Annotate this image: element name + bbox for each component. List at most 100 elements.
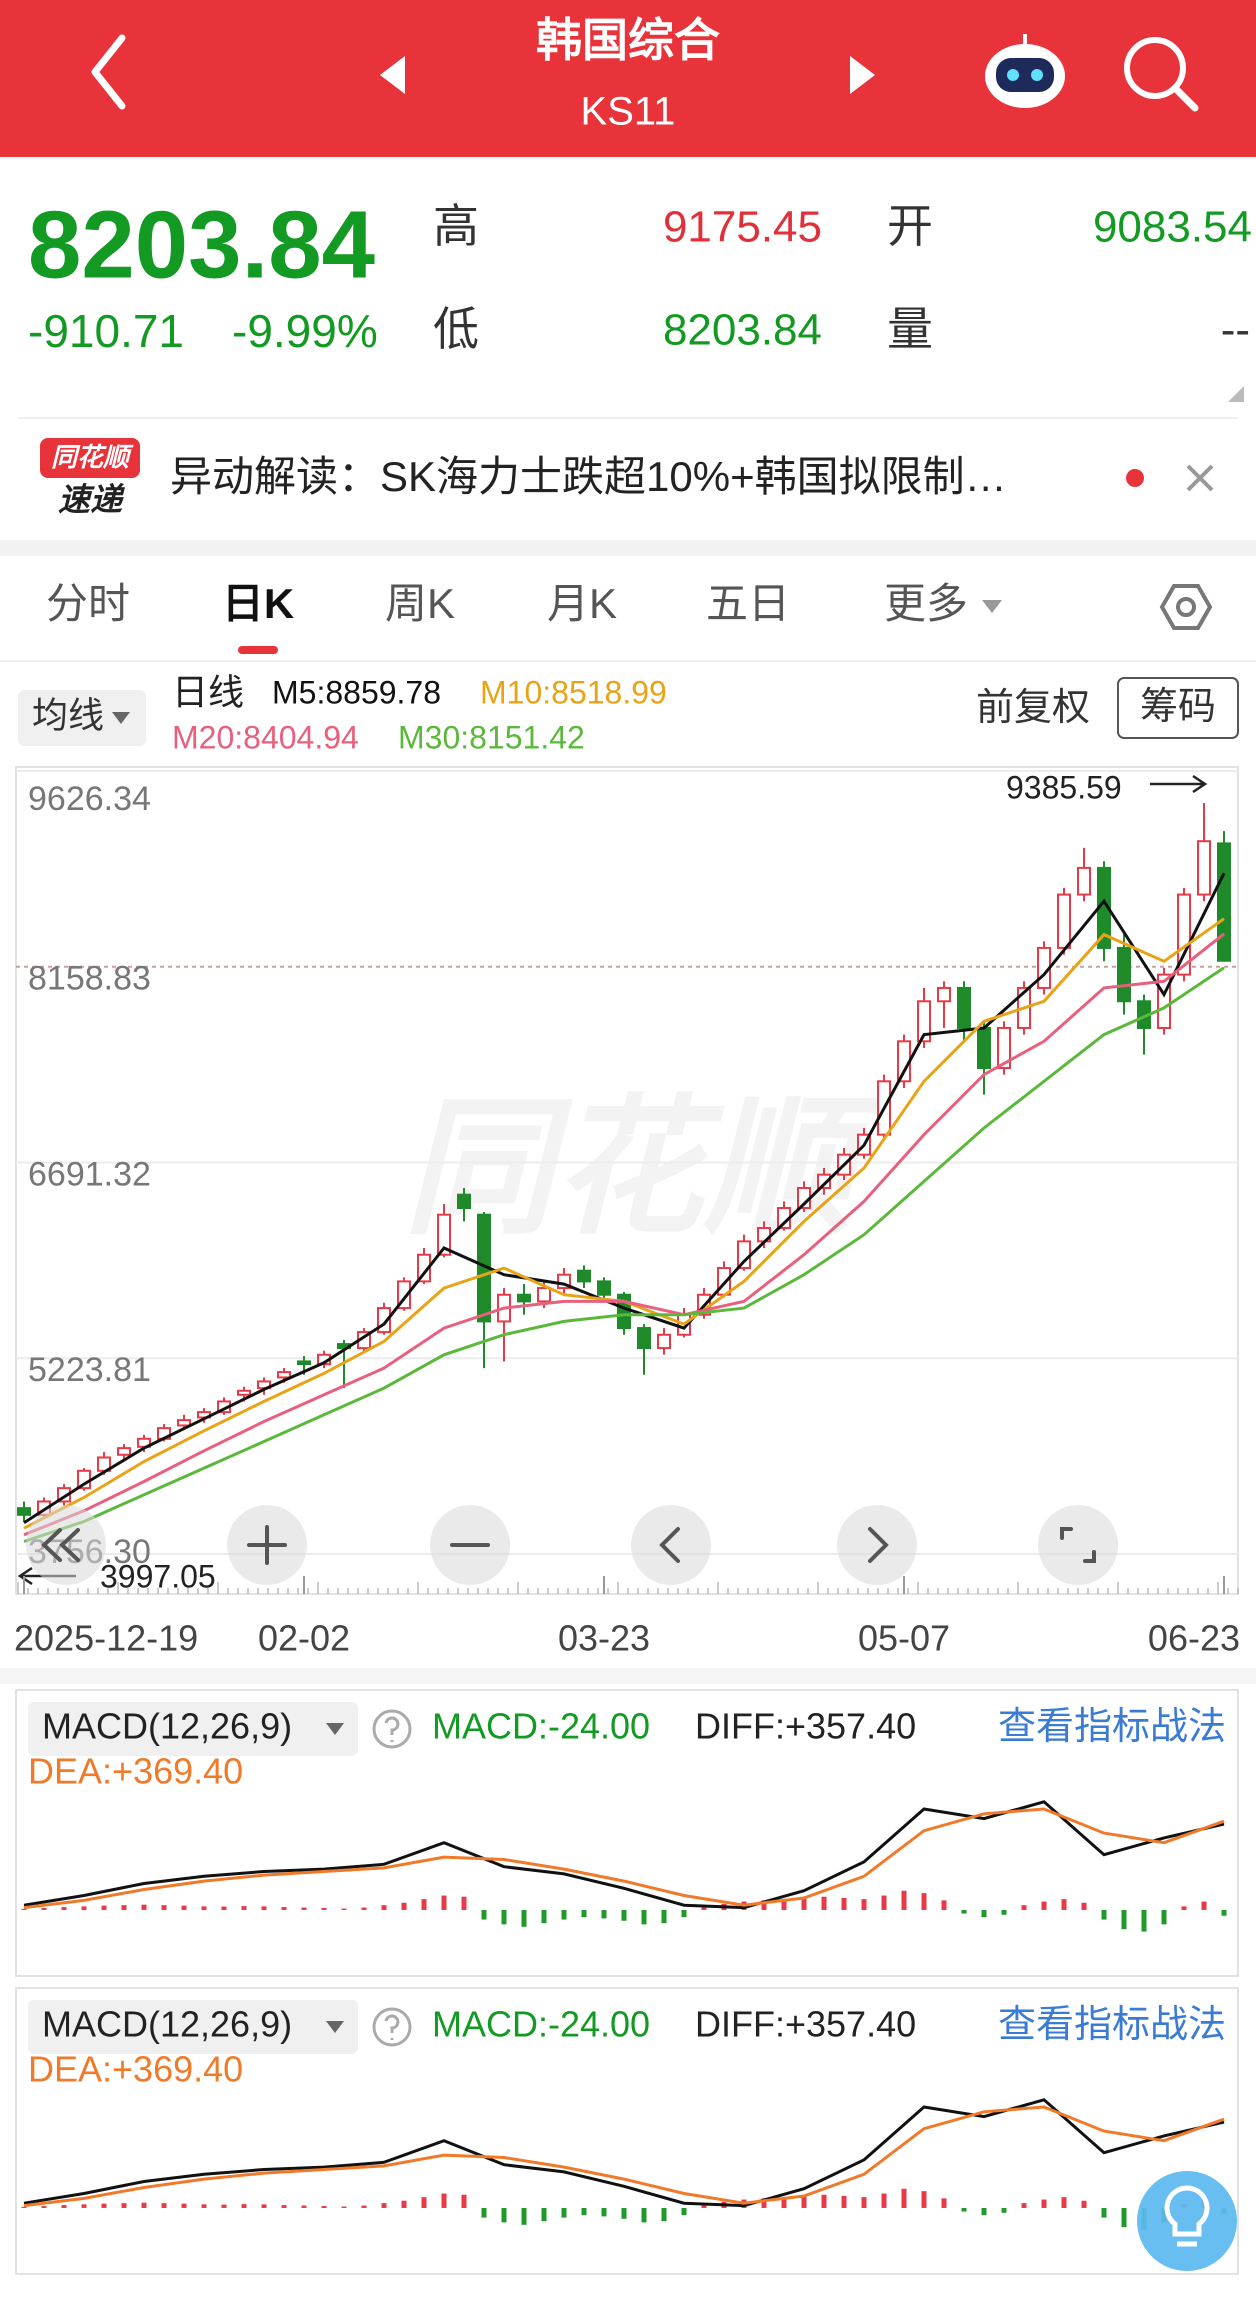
tab[interactable]: 五日 xyxy=(706,580,790,627)
candle-body xyxy=(917,1000,931,1043)
ma-legend: M5:8859.78 xyxy=(272,674,441,710)
candle-body xyxy=(1197,840,1211,896)
candle-body xyxy=(117,1447,131,1456)
macd-bar xyxy=(821,2194,827,2208)
news-logo-bottom: 速递 xyxy=(58,481,125,517)
macd-bar xyxy=(921,1893,927,1910)
macd-bar xyxy=(1161,1909,1167,1925)
prev-button[interactable] xyxy=(380,56,405,94)
ma-button-arrow xyxy=(112,712,130,724)
tab[interactable]: 分时 xyxy=(46,580,130,627)
macd-bar xyxy=(461,1896,467,1910)
macd-bar xyxy=(761,1900,767,1910)
tips-bg xyxy=(1137,2171,1237,2271)
macd-bar xyxy=(1081,2200,1087,2208)
macd-bar xyxy=(1041,2199,1047,2208)
zoom-button[interactable] xyxy=(631,1505,711,1585)
tab[interactable]: 月K xyxy=(547,580,617,627)
open-label: 开 xyxy=(887,200,933,252)
chips-button[interactable]: 筹码 xyxy=(1117,677,1239,739)
macd-bar xyxy=(201,1906,207,1910)
candle-body xyxy=(1077,866,1091,896)
macd-bar xyxy=(1121,2207,1127,2228)
macd-bar xyxy=(1141,1909,1147,1932)
price-change-pct: -9.99% xyxy=(232,305,378,357)
macd-bar xyxy=(581,2207,587,2216)
macd-panel: MACD(12,26,9) MACD:-24.00 DIFF:+357.40 查看指标… xyxy=(15,1987,1239,2275)
zoom-button[interactable] xyxy=(1038,1505,1118,1585)
macd-bar xyxy=(761,2198,767,2208)
macd-bar xyxy=(801,2195,807,2208)
adjust-label[interactable]: 前复权 xyxy=(976,687,1090,729)
tab-bar: 分时 日K 周K 月K 五日 更多 xyxy=(46,580,968,654)
candle-body xyxy=(577,1269,591,1283)
macd-bar xyxy=(701,1907,707,1910)
y-tick-label: 6691.32 xyxy=(28,1155,151,1193)
macd-bar xyxy=(381,1905,387,1910)
news-bar[interactable]: 同花顺 速递 异动解读：SK海力士跌超10%+韩国拟限制… xyxy=(40,438,1144,517)
strategy-link[interactable]: 查看指标战法 xyxy=(998,1706,1226,1748)
settings-icon xyxy=(1176,597,1196,617)
y-tick-label: 9626.34 xyxy=(28,780,151,818)
search-button[interactable] xyxy=(1124,37,1199,112)
zoom-button[interactable] xyxy=(26,1505,106,1585)
tab[interactable]: 日K xyxy=(222,580,294,627)
macd-bar xyxy=(561,1909,567,1920)
zoom-button-bg xyxy=(631,1505,711,1585)
tips-button[interactable] xyxy=(1137,2171,1237,2271)
x-tick-label: 05-07 xyxy=(858,1618,950,1659)
search-icon xyxy=(1171,84,1199,112)
macd-bar xyxy=(1181,1906,1187,1910)
macd-bar xyxy=(981,1909,987,1918)
macd-bar xyxy=(401,1902,407,1910)
zoom-button[interactable] xyxy=(430,1505,510,1585)
settings-icon xyxy=(1159,584,1213,630)
macd-bar xyxy=(961,1909,967,1914)
section-gap xyxy=(0,1668,1256,1684)
macd-bar xyxy=(241,1906,247,1910)
low-label: 低 xyxy=(433,303,479,355)
close-news[interactable] xyxy=(1186,464,1214,492)
indicator-selector[interactable]: MACD(12,26,9) xyxy=(28,1702,358,1756)
macd-bar xyxy=(581,1909,587,1918)
macd-bar xyxy=(1121,1909,1127,1930)
assistant-button[interactable] xyxy=(985,34,1065,108)
expand-corner[interactable] xyxy=(1228,386,1244,402)
more-arrow[interactable] xyxy=(982,600,1002,613)
tab[interactable]: 更多 xyxy=(884,580,968,627)
tab[interactable]: 周K xyxy=(385,580,455,627)
news-logo xyxy=(40,438,140,478)
settings-button[interactable] xyxy=(1159,584,1213,630)
back-button[interactable] xyxy=(91,34,126,110)
zoom-button[interactable] xyxy=(227,1505,307,1585)
candle-body xyxy=(517,1293,531,1303)
dea-line xyxy=(23,1807,1225,1910)
ma-button-bg xyxy=(18,690,146,746)
macd-bar xyxy=(501,1909,507,1925)
help-icon[interactable] xyxy=(372,1709,412,1749)
chips-button-label: 筹码 xyxy=(1140,686,1216,728)
macd-bar xyxy=(341,2206,347,2208)
zoom-button[interactable] xyxy=(837,1505,917,1585)
macd-bar xyxy=(1061,2197,1067,2208)
help-icon xyxy=(384,2014,400,2040)
macd-bar xyxy=(161,1905,167,1910)
ma-button[interactable]: 均线 xyxy=(18,690,146,746)
macd-bar xyxy=(781,2197,787,2208)
next-button[interactable] xyxy=(850,56,875,94)
x-tick-label: 2025-12-19 xyxy=(14,1618,198,1659)
macd-bar xyxy=(481,1909,487,1920)
robot-eye xyxy=(1031,69,1043,81)
macd-bar xyxy=(601,2207,607,2217)
indicator-selector[interactable]: MACD(12,26,9) xyxy=(28,2000,358,2054)
macd-bar xyxy=(281,2205,287,2208)
macd-bar xyxy=(221,2204,227,2208)
macd-bar xyxy=(61,2205,67,2208)
macd-bar xyxy=(481,2207,487,2218)
help-icon[interactable] xyxy=(372,2007,412,2047)
section-gap xyxy=(0,540,1256,556)
strategy-link[interactable]: 查看指标战法 xyxy=(998,2004,1226,2046)
candle-body xyxy=(597,1280,611,1296)
macd-bar xyxy=(861,2197,867,2208)
